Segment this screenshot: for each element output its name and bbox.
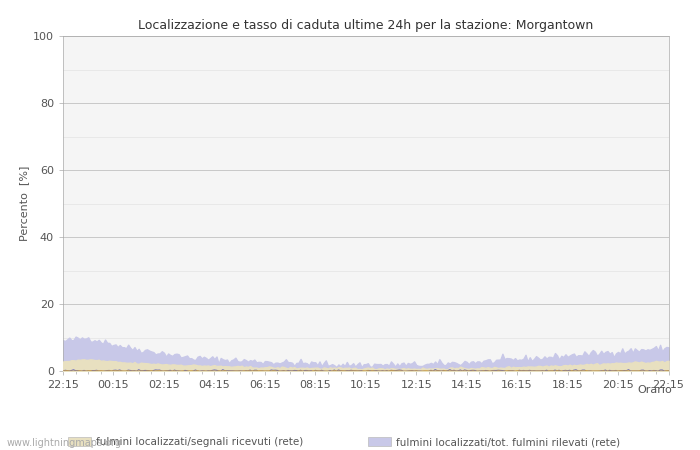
Title: Localizzazione e tasso di caduta ultime 24h per la stazione: Morgantown: Localizzazione e tasso di caduta ultime … (138, 19, 594, 32)
Text: Orario: Orario (637, 385, 672, 395)
Text: www.lightningmaps.org: www.lightningmaps.org (7, 438, 122, 448)
Y-axis label: Percento  [%]: Percento [%] (19, 166, 29, 241)
Legend: fulmini localizzati/segnali ricevuti (rete), fulmini localizzati/segnali ricevut: fulmini localizzati/segnali ricevuti (re… (68, 437, 664, 450)
